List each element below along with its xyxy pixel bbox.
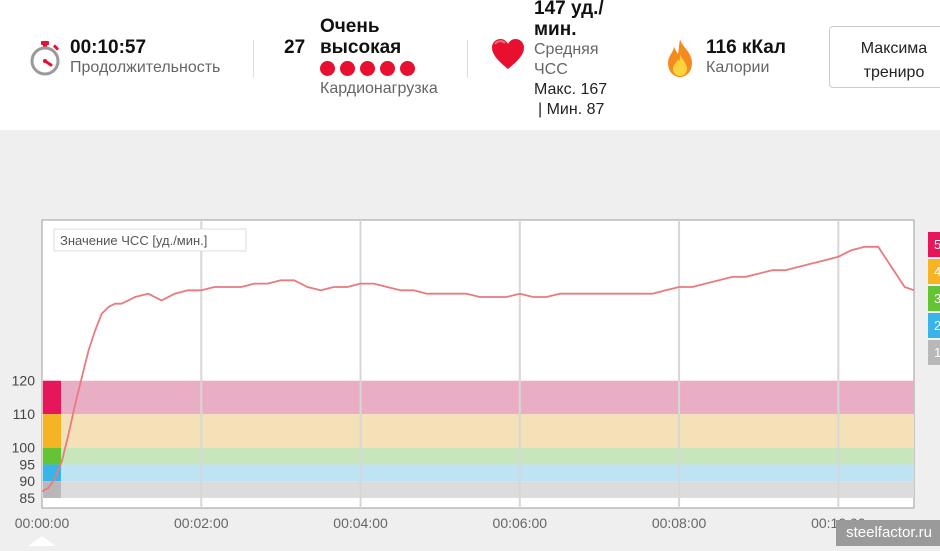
zone-tab-label: 3 (934, 291, 940, 306)
legend-box (53, 228, 247, 252)
calories-value: 116 кКал (706, 37, 786, 58)
load-dot (340, 61, 355, 76)
hr-zone-band (42, 481, 914, 498)
load-dot (400, 61, 415, 76)
zone-tab (928, 313, 940, 338)
calories-label: Калории (706, 59, 770, 76)
training-mode-line1: Максима (860, 40, 928, 57)
duration-value: 00:10:57 (70, 37, 147, 58)
legend-label: Значение ЧСС [уд./мин.] (60, 233, 207, 248)
hr-series-line (41, 245, 915, 493)
hr-zone-band (42, 447, 914, 465)
load-label: Кардионагрузка (320, 80, 438, 97)
timeline-handle (28, 536, 56, 546)
hr-zone-band (42, 464, 914, 482)
hr-zone-band (42, 380, 914, 415)
min-hr: | Мин. 87 (538, 101, 605, 118)
avg-hr-label-line2: ЧСС (534, 61, 568, 78)
zone-tab (928, 259, 940, 284)
heart-icon (491, 38, 525, 75)
x-tick-label: 00:02:00 (174, 515, 229, 531)
hr-zone-marker (43, 380, 61, 415)
hr-zone-marker (43, 481, 61, 498)
zone-tab (928, 340, 940, 365)
zone-tab-label: 2 (934, 318, 940, 333)
divider (467, 40, 468, 78)
load-stat: Очень высокая Кардионагрузка (320, 16, 438, 99)
load-dot (320, 61, 335, 76)
load-value: 27 (284, 37, 306, 58)
training-mode-line2: трениро (863, 64, 925, 81)
load-dot (360, 61, 375, 76)
zone-tab-label: 4 (934, 264, 940, 279)
stopwatch-icon (28, 40, 62, 81)
watermark: steelfactor.ru (836, 520, 940, 546)
duration-label: Продолжительность (70, 59, 221, 76)
heart-rate-stat: 147 уд./ мин. Средняя ЧСС Макс. 167 | Ми… (534, 0, 607, 120)
heart-rate-chart: 00:00:00 00:02:00 00:04:00 00:06:00 00:08:00… (0, 130, 940, 546)
zone-tab-label: 1 (934, 345, 940, 360)
max-hr: Макс. 167 (534, 81, 608, 98)
x-tick-label: 00:06:00 (493, 515, 548, 531)
summary-bar: 00:10:57 Продолжительность 27 Очень высо… (0, 0, 940, 130)
y-tick-label: 110 (13, 406, 36, 422)
hr-zone-marker (43, 447, 61, 465)
training-mode-button[interactable]: Максима трениро (829, 26, 940, 88)
load-dots (320, 61, 438, 76)
x-tick-label: 00:04:00 (333, 515, 388, 531)
hr-zone-band (42, 414, 914, 448)
load-level-line1: Очень (320, 16, 380, 37)
hr-zone-marker (43, 414, 61, 448)
flame-icon (666, 38, 694, 83)
y-tick-label: 85 (19, 490, 35, 506)
heart-rate-chart-svg: 00:00:00 00:02:00 00:04:00 00:06:00 00:08:00… (12, 219, 940, 546)
zone-tab (928, 232, 940, 257)
calories-stat: 116 кКал Калории (706, 37, 786, 78)
zone-tab (928, 286, 940, 311)
divider (253, 40, 254, 78)
avg-hr-value-line1: 147 уд./ (534, 0, 604, 19)
y-tick-label: 95 (19, 456, 35, 472)
load-level-line2: высокая (320, 37, 402, 58)
y-tick-label: 100 (12, 440, 36, 456)
y-tick-label: 120 (12, 373, 36, 389)
y-tick-label: 90 (19, 473, 35, 489)
avg-hr-label-line1: Средняя (534, 41, 599, 58)
duration-stat: 00:10:57 Продолжительность (70, 37, 220, 78)
x-tick-label: 00:08:00 (652, 515, 707, 531)
x-tick-label: 00:00:00 (15, 515, 70, 531)
load-dot (380, 61, 395, 76)
hr-zone-marker (43, 464, 61, 482)
zone-tab-label: 5 (934, 237, 940, 252)
avg-hr-value-line2: мин. (534, 19, 577, 40)
